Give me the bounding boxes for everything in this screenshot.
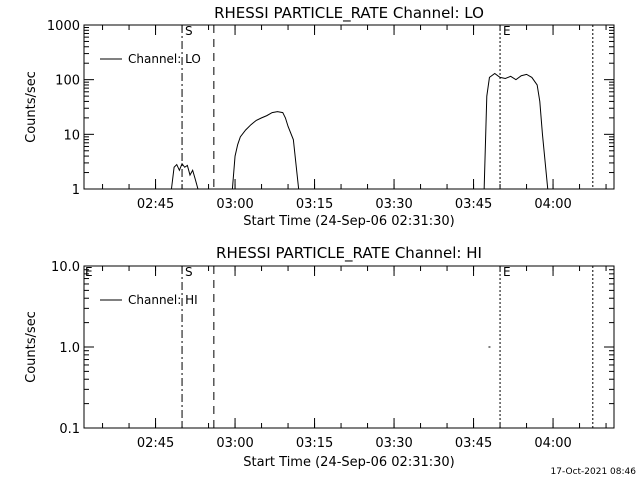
y-tick-label: 1 [72,183,80,198]
panel-hi: RHESSI PARTICLE_RATE Channel: HI Start Ti… [24,244,615,470]
x-tick-label: 03:00 [216,436,253,451]
x-tick-label: 04:00 [534,436,571,451]
x-tick-label: 02:45 [137,436,174,451]
y-axis-label: Counts/sec [24,311,39,383]
x-tick-label: 03:15 [296,436,333,451]
marker-label: S [185,265,193,279]
x-tick-label: 03:30 [375,436,412,451]
series-line [231,111,300,190]
x-tick-label: 03:15 [296,197,333,212]
chart-title: RHESSI PARTICLE_RATE Channel: LO [214,4,484,23]
panel-lo: RHESSI PARTICLE_RATE Channel: LO Start Ti… [24,4,615,229]
y-tick-label: 1.0 [59,341,80,356]
series-line [483,72,549,190]
x-tick-label: 03:00 [216,197,253,212]
plot-frame [83,24,615,190]
x-tick-label: 04:00 [534,197,571,212]
marker-label: S [185,24,193,38]
y-tick-label: 1000 [47,19,80,34]
series-line [170,162,199,190]
corner-label: E [85,265,93,279]
y-tick-label: 0.1 [59,422,80,437]
chart-title: RHESSI PARTICLE_RATE Channel: HI [216,244,482,263]
marker-label: E [503,265,511,279]
y-tick-label: 100 [55,74,80,89]
legend-label: Channel: HI [128,293,198,307]
y-tick-label: 10 [63,128,80,143]
plot-frame [83,265,615,429]
legend-label: Channel: LO [128,52,201,66]
y-axis-label: Counts/sec [24,71,39,143]
y-tick-label: 10.0 [51,260,80,275]
x-axis-label: Start Time (24-Sep-06 02:31:30) [243,455,454,470]
x-axis-label: Start Time (24-Sep-06 02:31:30) [243,214,454,229]
marker-label: E [503,24,511,38]
x-tick-label: 03:30 [375,197,412,212]
x-tick-label: 02:45 [137,197,174,212]
x-tick-label: 03:45 [455,436,492,451]
x-tick-label: 03:45 [455,197,492,212]
footer-timestamp: 17-Oct-2021 08:46 [551,467,637,477]
